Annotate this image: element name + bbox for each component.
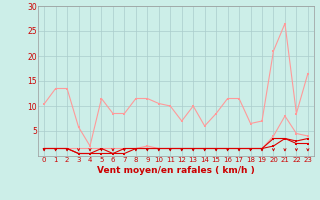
X-axis label: Vent moyen/en rafales ( km/h ): Vent moyen/en rafales ( km/h ) bbox=[97, 166, 255, 175]
